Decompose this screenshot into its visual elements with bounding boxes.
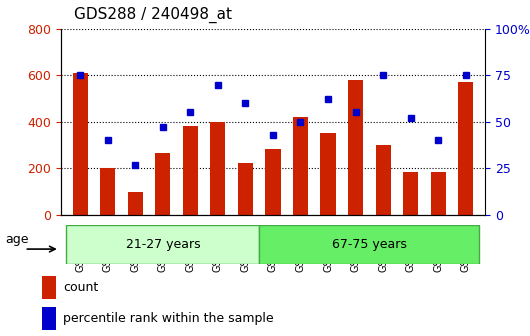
Bar <box>259 225 480 264</box>
Text: 21-27 years: 21-27 years <box>126 238 200 251</box>
Bar <box>238 163 253 215</box>
Bar <box>430 172 446 215</box>
Bar <box>266 149 280 215</box>
Bar <box>293 117 308 215</box>
Bar <box>42 307 56 330</box>
Bar <box>155 153 170 215</box>
Text: 67-75 years: 67-75 years <box>332 238 407 251</box>
Bar <box>458 82 473 215</box>
Bar <box>73 73 88 215</box>
Bar <box>210 122 225 215</box>
Text: age: age <box>5 233 29 246</box>
Bar <box>100 168 116 215</box>
Bar <box>321 133 335 215</box>
Bar <box>403 172 418 215</box>
Bar <box>348 80 363 215</box>
Text: count: count <box>64 281 99 294</box>
Bar <box>66 225 259 264</box>
Bar <box>376 145 391 215</box>
Text: GDS288 / 240498_at: GDS288 / 240498_at <box>74 6 232 23</box>
Text: percentile rank within the sample: percentile rank within the sample <box>64 311 274 325</box>
Bar <box>128 192 143 215</box>
Bar <box>42 277 56 299</box>
Bar <box>183 126 198 215</box>
